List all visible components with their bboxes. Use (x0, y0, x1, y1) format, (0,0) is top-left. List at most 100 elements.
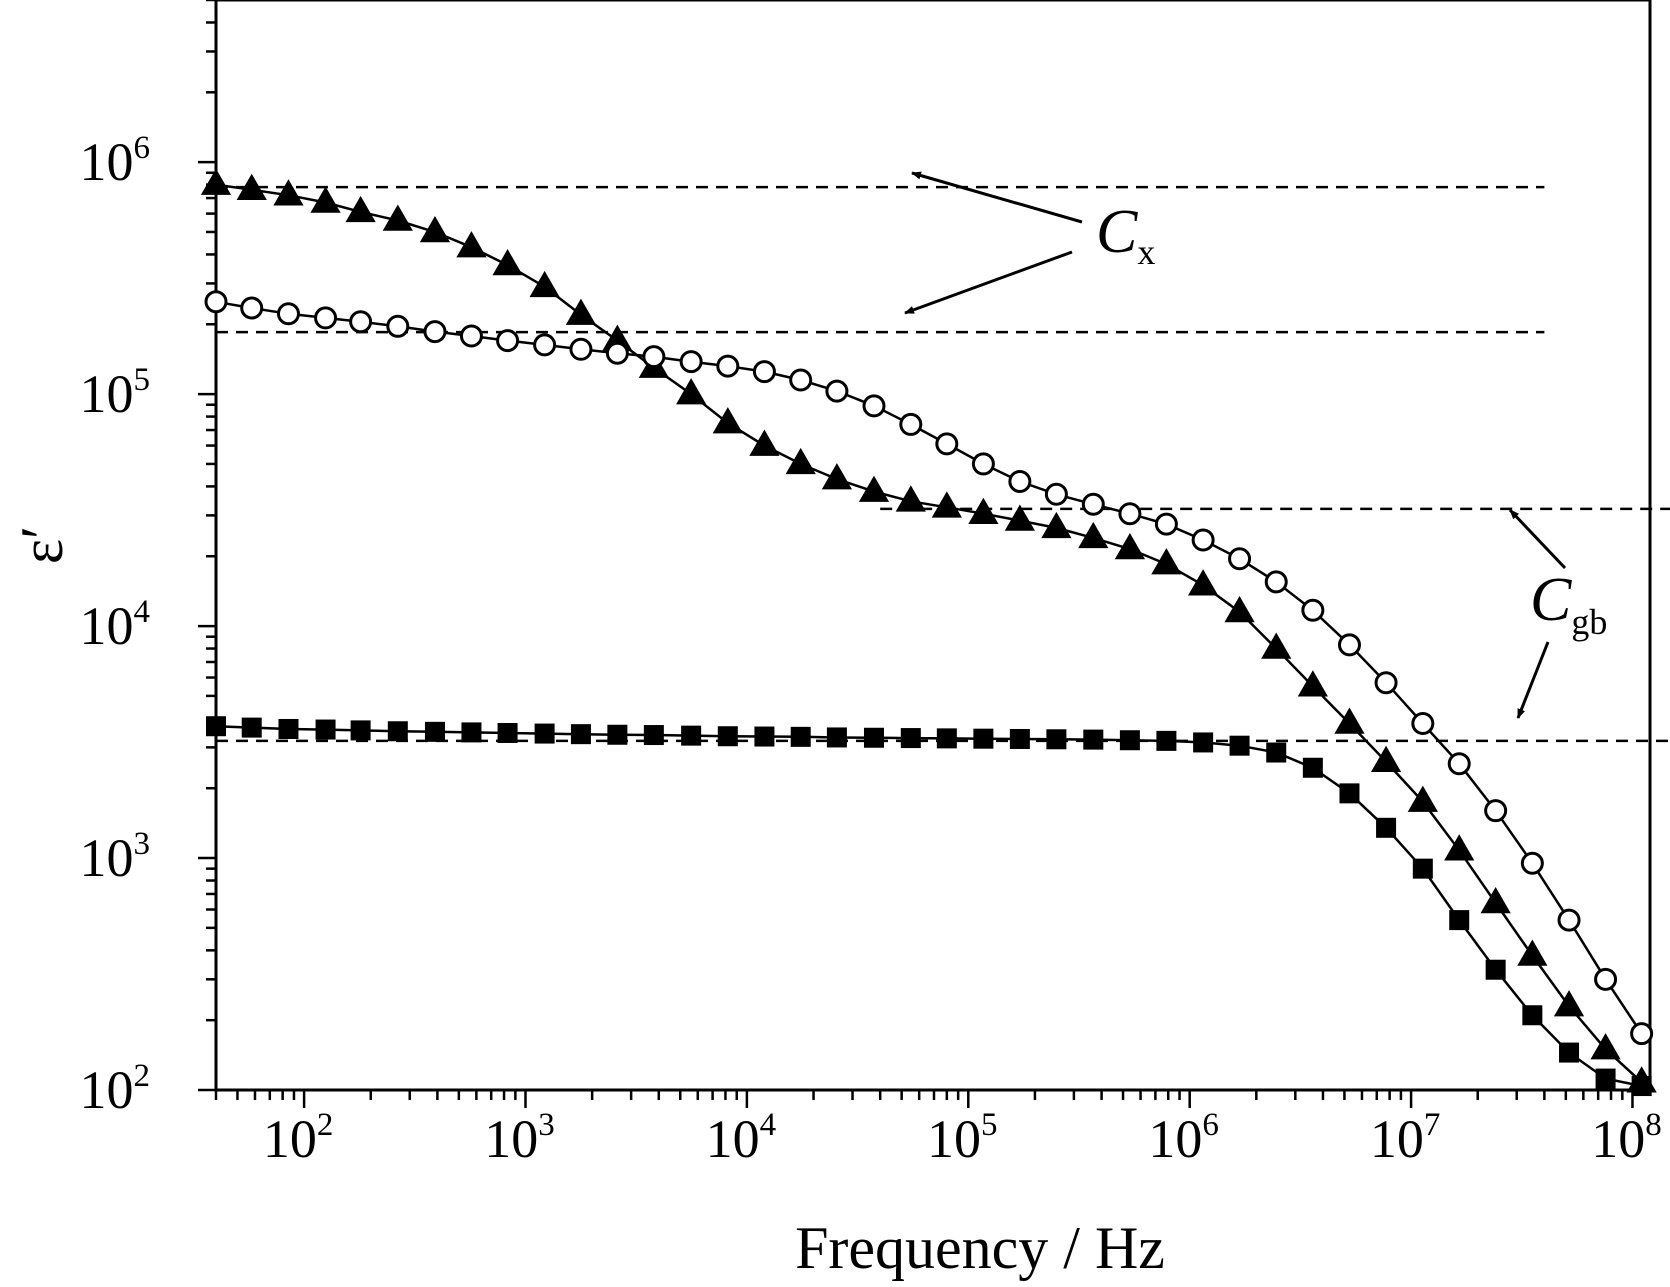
tick-labels: 102 103 104 105 106 107 108 102 103 104 105 106 (80, 130, 1662, 1169)
series-line (215, 724, 1642, 1088)
data-point-triangle (968, 497, 999, 524)
data-point-circle (386, 314, 410, 338)
data-point-square (790, 726, 811, 747)
data-point-square (1412, 858, 1433, 879)
data-point-circle (1520, 851, 1544, 875)
data-point-square (973, 728, 994, 749)
data-point-triangle (895, 485, 926, 512)
series-layer (200, 168, 1657, 1097)
x-tick-label: 105 (927, 1107, 998, 1169)
data-point-triangle (1553, 990, 1585, 1017)
data-point-square (497, 722, 518, 743)
x-tick-label: 106 (1148, 1107, 1219, 1169)
data-point-square (607, 724, 628, 745)
series-circle-open (204, 290, 1654, 1046)
data-point-circle (752, 360, 776, 384)
data-point-triangle (1261, 632, 1292, 659)
data-point-triangle (1517, 939, 1548, 966)
series-square-filled (206, 716, 1652, 1097)
data-point-circle (1447, 752, 1471, 776)
data-point-circle (1301, 598, 1325, 622)
series-line (215, 183, 1643, 1084)
data-point-circle (862, 394, 886, 418)
data-point-square (754, 726, 775, 747)
data-point-circle (349, 310, 373, 334)
data-point-square (1119, 730, 1140, 751)
data-point-triangle (858, 475, 890, 502)
data-point-square (900, 728, 921, 749)
data-point-square (1266, 742, 1287, 763)
data-point-square (717, 726, 738, 747)
data-point-circle (1337, 633, 1361, 657)
data-point-triangle (310, 186, 341, 213)
data-point-circle (459, 324, 483, 348)
data-point-square (826, 727, 847, 748)
y-tick-label: 104 (80, 594, 151, 656)
data-point-circle (1264, 570, 1288, 594)
data-point-square (1046, 729, 1067, 750)
data-point-square (1449, 910, 1470, 931)
y-tick-label: 106 (80, 130, 151, 192)
data-point-square (1193, 732, 1214, 753)
annotation-cx: Cx (1096, 198, 1155, 272)
data-point-square (1302, 757, 1323, 778)
data-point-circle (1044, 482, 1068, 506)
data-point-triangle (1224, 595, 1255, 623)
major-ticks (198, 160, 1634, 1108)
data-point-triangle (1151, 548, 1182, 575)
data-point-circle (1484, 799, 1508, 823)
data-point-triangle (1297, 670, 1328, 697)
cgb-arrow-upper (1508, 508, 1567, 570)
y-tick-label: 103 (80, 826, 151, 888)
minor-ticks (206, 0, 1624, 1100)
data-point-triangle (1444, 834, 1475, 861)
data-point-square (424, 721, 445, 742)
data-point-circle (1191, 528, 1215, 552)
data-point-triangle (749, 429, 780, 456)
data-point-triangle (785, 447, 816, 475)
annotation-cgb: Cgb (1530, 566, 1607, 642)
data-point-circle (569, 337, 593, 361)
cx-arrow-lower (904, 250, 1073, 315)
data-point-square (1485, 959, 1506, 980)
data-point-square (1009, 728, 1030, 749)
data-point-circle (935, 432, 959, 456)
data-point-triangle (419, 215, 451, 243)
series-triangle-filled (200, 168, 1657, 1093)
data-point-circle (899, 412, 923, 436)
data-point-square (206, 716, 226, 737)
data-point-circle (204, 290, 228, 314)
data-point-circle (642, 345, 666, 369)
data-point-triangle (1370, 745, 1402, 773)
data-point-triangle (456, 231, 487, 258)
data-point-circle (1228, 547, 1252, 571)
data-point-circle (971, 452, 995, 476)
series-line (215, 300, 1643, 1035)
data-point-triangle (273, 179, 304, 206)
data-point-circle (276, 302, 300, 326)
data-point-square (1631, 1076, 1652, 1097)
data-point-circle (533, 333, 557, 357)
data-point-square (241, 717, 262, 738)
x-tick-label: 107 (1370, 1107, 1441, 1169)
x-tick-label: 102 (263, 1107, 334, 1169)
data-point-circle (1411, 712, 1435, 736)
y-axis-title: ε′ (9, 526, 75, 564)
data-point-square (936, 728, 957, 749)
data-point-triangle (200, 168, 232, 195)
data-point-circle (1154, 512, 1178, 536)
data-point-circle (825, 379, 849, 403)
data-point-triangle (1407, 785, 1438, 812)
data-point-circle (679, 350, 703, 374)
data-point-triangle (565, 298, 597, 325)
cx-arrow-upper (911, 171, 1083, 224)
data-point-circle (1594, 967, 1618, 991)
data-point-triangle (1114, 532, 1146, 560)
data-point-triangle (236, 173, 267, 201)
x-tick-label: 104 (706, 1107, 777, 1169)
data-point-circle (716, 354, 740, 378)
data-point-circle (423, 320, 447, 344)
y-tick-label: 102 (80, 1058, 151, 1120)
data-point-triangle (1334, 707, 1365, 734)
